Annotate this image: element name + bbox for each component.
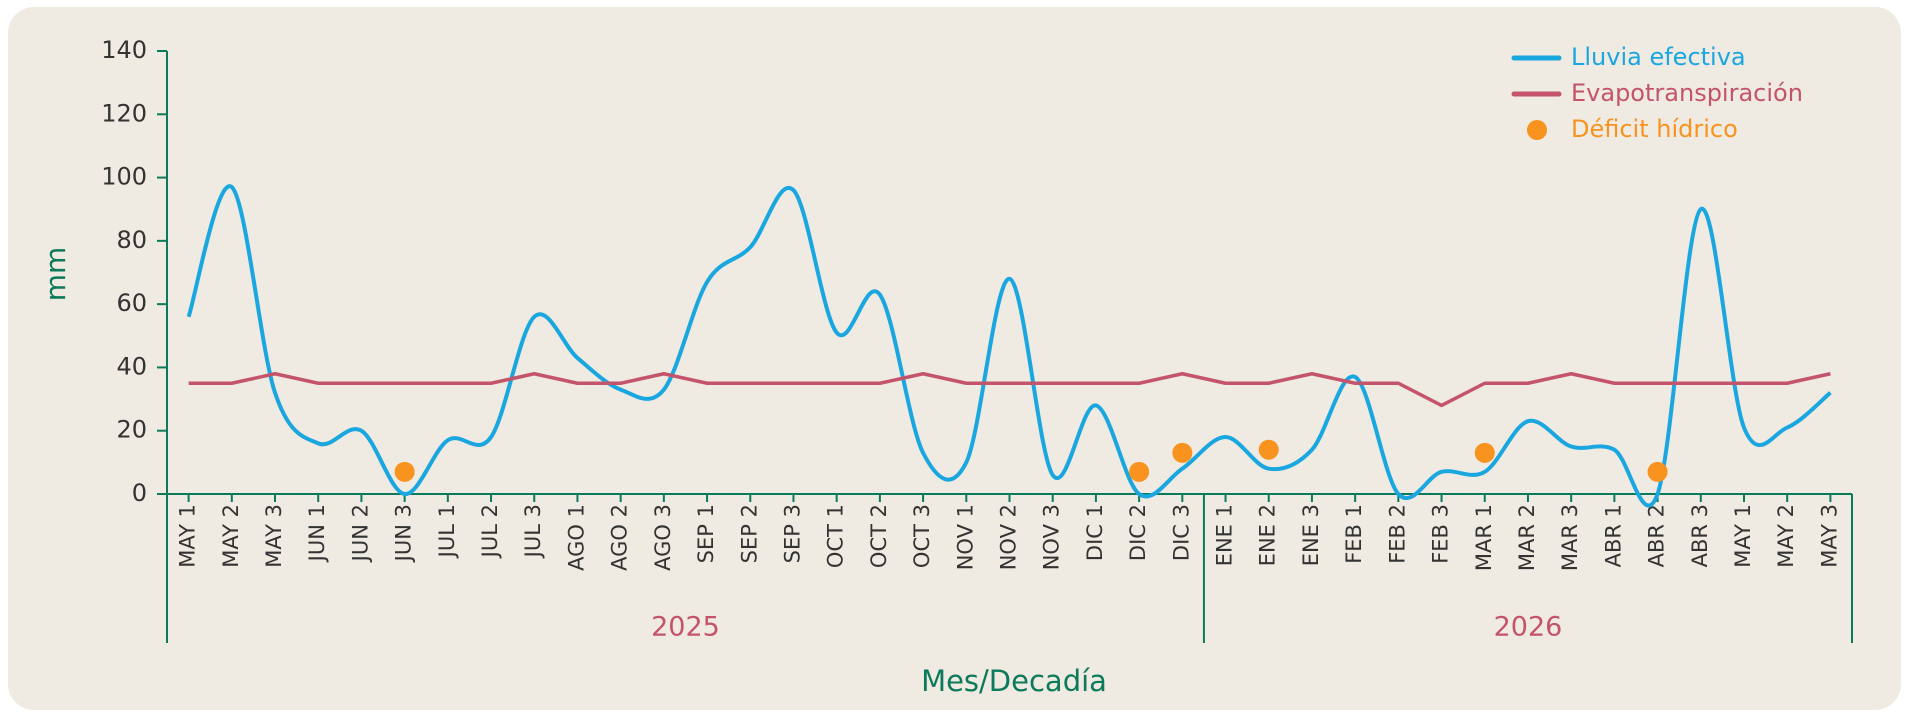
x-tick-label: JUL 3: [521, 504, 545, 559]
y-tick-label: 20: [116, 416, 147, 444]
x-tick-label: JUL 1: [435, 504, 459, 559]
x-tick-label: DIC 1: [1083, 504, 1107, 561]
y-tick-label: 120: [101, 99, 147, 127]
x-tick-label: ABR 2: [1645, 504, 1669, 567]
deficit-point: [1129, 461, 1150, 482]
x-tick-label: ENE 1: [1213, 504, 1237, 566]
x-tick-label: FEB 2: [1385, 504, 1409, 564]
legend-swatch: [1527, 120, 1547, 140]
x-tick-label: MAR 1: [1472, 504, 1496, 571]
x-tick-label: NOV 1: [953, 504, 977, 570]
x-tick-label: JUL 2: [478, 504, 502, 559]
y-tick-label: 60: [116, 289, 147, 317]
x-tick-label: DIC 3: [1169, 504, 1193, 561]
x-tick-label: MAY 1: [1731, 504, 1755, 568]
group-label: 2026: [1494, 612, 1563, 643]
deficit-point: [1647, 461, 1668, 482]
y-tick-label: 80: [116, 226, 147, 254]
x-tick-label: NOV 3: [1040, 504, 1064, 570]
deficit-point: [394, 461, 415, 482]
x-tick-label: FEB 1: [1342, 504, 1366, 564]
x-tick-label: AGO 1: [564, 504, 588, 571]
group-label: 2025: [651, 612, 720, 643]
x-tick-label: ENE 2: [1256, 504, 1280, 566]
y-tick-label: 40: [116, 352, 147, 380]
x-tick-label: SEP 2: [737, 504, 761, 563]
x-tick-label: MAY 3: [262, 504, 286, 568]
x-tick-label: MAY 2: [1774, 504, 1798, 568]
x-tick-label: OCT 3: [910, 504, 934, 568]
x-axis-label: Mes/Decadía: [921, 664, 1107, 698]
deficit-point: [1172, 442, 1193, 463]
x-tick-label: NOV 2: [997, 504, 1021, 570]
legend-label: Evapotranspiración: [1571, 79, 1803, 107]
x-tick-label: AGO 3: [651, 504, 675, 571]
x-tick-label: MAY 3: [1817, 504, 1841, 568]
y-tick-label: 0: [132, 479, 147, 507]
x-tick-label: FEB 3: [1429, 504, 1453, 564]
card-background: [8, 7, 1901, 710]
x-tick-label: AGO 2: [608, 504, 632, 571]
x-tick-label: OCT 1: [824, 504, 848, 568]
legend-label: Déficit hídrico: [1571, 115, 1738, 143]
x-tick-label: JUN 2: [348, 504, 372, 563]
deficit-point: [1474, 442, 1495, 463]
series-line: [186, 184, 1832, 508]
x-tick-label: MAR 3: [1558, 504, 1582, 571]
x-tick-label: MAY 2: [219, 504, 243, 568]
x-tick-label: ABR 1: [1601, 504, 1625, 567]
x-tick-label: ENE 3: [1299, 504, 1323, 566]
x-tick-label: OCT 2: [867, 504, 891, 568]
x-tick-label: JUN 1: [305, 504, 329, 563]
legend-label: Lluvia efectiva: [1571, 43, 1746, 71]
x-tick-label: ABR 3: [1688, 504, 1712, 567]
x-tick-label: MAY 1: [176, 504, 200, 568]
y-tick-label: 140: [101, 36, 147, 64]
series-line: [188, 372, 1831, 408]
y-axis-label: mm: [39, 247, 72, 302]
y-tick-label: 100: [101, 163, 147, 191]
x-tick-label: MAR 2: [1515, 504, 1539, 571]
x-tick-label: JUN 3: [392, 504, 416, 563]
x-tick-label: SEP 3: [780, 504, 804, 563]
x-tick-label: SEP 1: [694, 504, 718, 563]
deficit-point: [1258, 439, 1279, 460]
x-tick-label: DIC 2: [1126, 504, 1150, 561]
